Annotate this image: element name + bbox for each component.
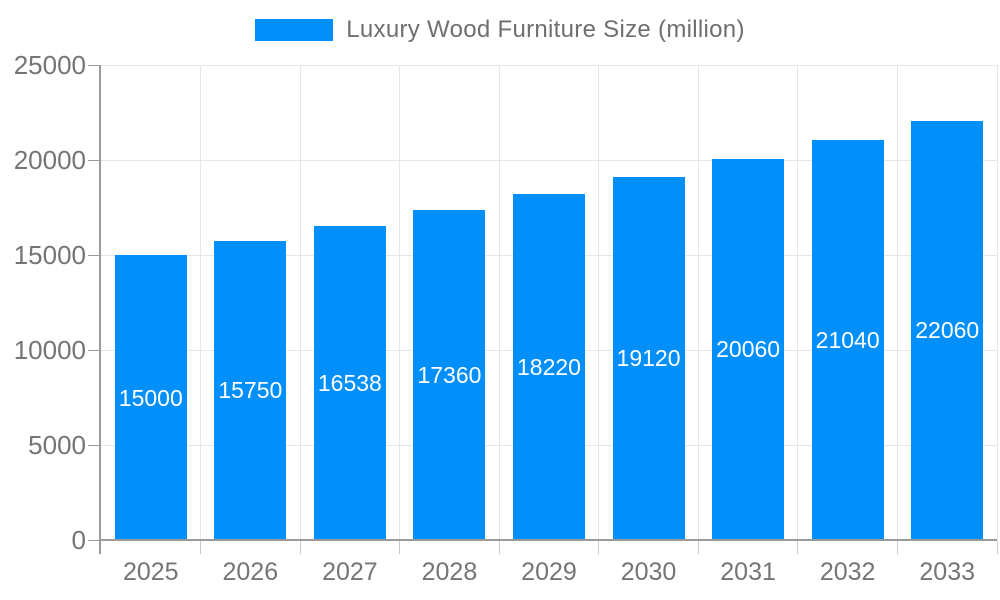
bar-value-label: 20060 bbox=[716, 336, 781, 363]
x-tick-label: 2031 bbox=[720, 558, 776, 586]
bar-value-label: 22060 bbox=[915, 317, 980, 344]
bar[interactable] bbox=[513, 193, 585, 540]
bar-value-label: 19120 bbox=[616, 345, 681, 372]
vertical-gridline bbox=[896, 65, 898, 540]
y-axis-tick bbox=[88, 539, 99, 541]
vertical-gridline bbox=[996, 65, 998, 540]
bar-value-label: 15000 bbox=[118, 384, 183, 411]
bar-value-label: 21040 bbox=[815, 327, 880, 354]
x-tick-label: 2025 bbox=[122, 558, 179, 586]
x-tick-label: 2033 bbox=[919, 558, 976, 586]
x-axis-tick bbox=[498, 541, 500, 554]
x-axis-tick bbox=[299, 541, 301, 554]
horizontal-gridline bbox=[101, 159, 997, 161]
legend-swatch bbox=[255, 19, 334, 41]
y-tick-label: 25000 bbox=[13, 50, 86, 80]
y-axis-tick bbox=[88, 349, 99, 351]
x-axis-tick bbox=[598, 541, 600, 554]
y-axis-line bbox=[99, 65, 101, 554]
bar[interactable] bbox=[313, 225, 386, 540]
x-axis-line bbox=[101, 539, 997, 541]
y-axis-tick bbox=[88, 254, 99, 256]
bar[interactable] bbox=[811, 140, 884, 540]
x-axis-tick bbox=[200, 541, 202, 554]
y-tick-label: 5000 bbox=[28, 430, 86, 460]
legend-label: Luxury Wood Furniture Size (million) bbox=[346, 16, 745, 43]
y-tick-label: 10000 bbox=[13, 335, 86, 365]
bar[interactable] bbox=[612, 176, 685, 540]
vertical-gridline bbox=[399, 65, 401, 540]
vertical-gridline bbox=[200, 65, 202, 540]
x-tick-label: 2032 bbox=[819, 558, 876, 586]
y-axis-tick bbox=[88, 444, 99, 446]
bar[interactable] bbox=[214, 240, 287, 540]
bar[interactable] bbox=[712, 158, 785, 540]
bar[interactable] bbox=[413, 210, 486, 540]
vertical-gridline bbox=[697, 65, 699, 540]
y-tick-label: 20000 bbox=[13, 145, 86, 175]
bar-value-label: 18220 bbox=[517, 353, 581, 380]
bar-value-label: 16538 bbox=[317, 369, 382, 396]
x-axis-tick bbox=[996, 541, 998, 554]
vertical-gridline bbox=[498, 65, 500, 540]
x-tick-label: 2029 bbox=[521, 558, 577, 586]
x-axis-tick bbox=[896, 541, 898, 554]
bar[interactable] bbox=[911, 120, 984, 540]
bar[interactable] bbox=[114, 255, 187, 540]
x-tick-label: 2026 bbox=[222, 558, 279, 586]
x-axis-tick bbox=[697, 541, 699, 554]
vertical-gridline bbox=[299, 65, 301, 540]
x-axis-tick bbox=[797, 541, 799, 554]
vertical-gridline bbox=[598, 65, 600, 540]
y-tick-label: 0 bbox=[71, 525, 86, 555]
legend[interactable]: Luxury Wood Furniture Size (million) bbox=[0, 12, 1000, 48]
plot-area: 15000 15750 16538 17360 18220 19120 20060 21040… bbox=[101, 64, 998, 540]
vertical-gridline bbox=[797, 65, 799, 540]
x-tick-label: 2028 bbox=[421, 558, 478, 586]
bar-value-label: 17360 bbox=[417, 362, 482, 389]
horizontal-gridline bbox=[101, 64, 997, 66]
bar-value-label: 15750 bbox=[218, 377, 283, 404]
y-tick-label: 15000 bbox=[13, 240, 86, 270]
y-axis-tick bbox=[88, 159, 99, 161]
x-axis-tick bbox=[399, 541, 401, 554]
y-axis-tick bbox=[88, 64, 99, 66]
x-tick-label: 2030 bbox=[620, 558, 677, 586]
x-tick-label: 2027 bbox=[322, 558, 378, 586]
